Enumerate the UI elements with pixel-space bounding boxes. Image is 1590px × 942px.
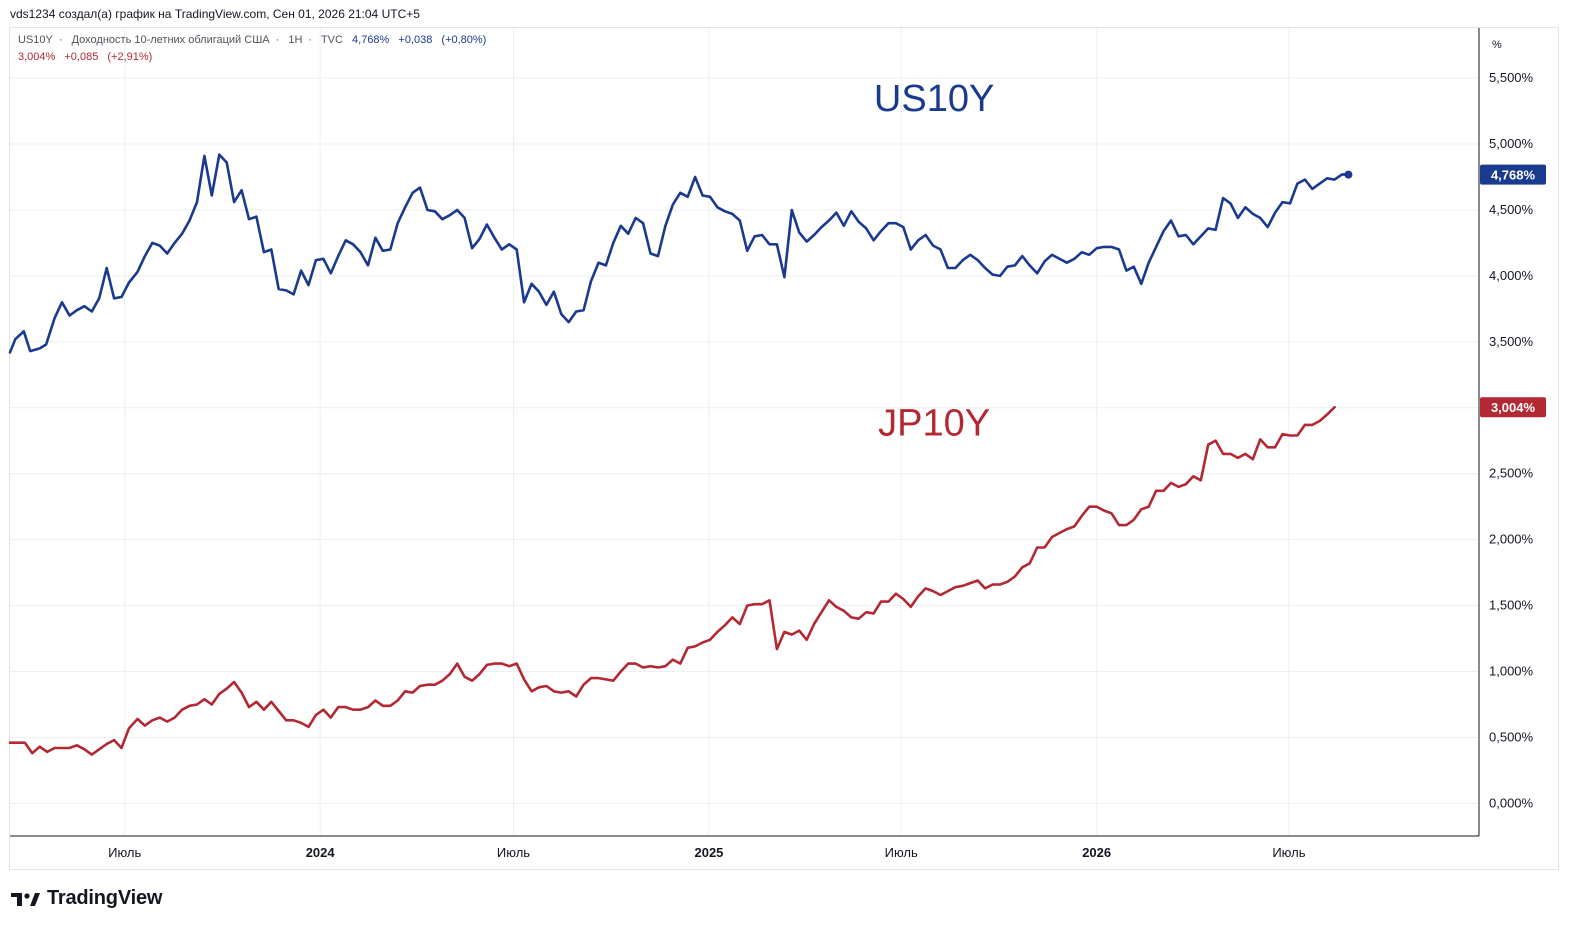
y-tick-label: 0,500% [1489, 729, 1534, 744]
y-tick-label: 1,000% [1489, 663, 1534, 678]
grid [10, 28, 1478, 835]
series-line-jp10y[interactable] [8, 405, 1336, 756]
legend-jp-change-pct: (+2,91%) [107, 51, 153, 63]
legend-us-change: +0,038 [398, 34, 433, 46]
y-tick-label: 4,500% [1489, 202, 1534, 217]
legend-jp10y[interactable]: 3,004% +0,085 (+2,91%) [18, 51, 158, 63]
y-tick-label: 4,000% [1489, 268, 1534, 283]
legend-jp-value: 3,004% [18, 51, 56, 63]
y-tick-label: 1,500% [1489, 598, 1534, 613]
tradingview-logo-icon [11, 892, 40, 906]
legend-us-change-pct: (+0,80%) [441, 34, 487, 46]
time-axis[interactable]: Июль 2024 Июль 2025 Июль 2026 Июль [108, 845, 1306, 860]
series-group [8, 153, 1353, 756]
y-tick-label: 5,000% [1489, 136, 1534, 151]
chart-frame[interactable] [9, 27, 1559, 870]
x-tick-label: Июль [108, 845, 141, 860]
legend-us-description: Доходность 10-летних облигаций США [71, 34, 270, 46]
y-tick-label: 3,500% [1489, 334, 1534, 349]
x-tick-label: 2026 [1082, 845, 1111, 860]
price-unit-label: % [1492, 39, 1502, 51]
series-line-us10y[interactable] [8, 153, 1350, 354]
annotation-us10y: US10Y [874, 78, 994, 120]
x-tick-label: Июль [1272, 845, 1305, 860]
legend-us-exchange: TVC [320, 34, 343, 46]
tradingview-logo-text: TradingView [47, 887, 163, 909]
x-tick-label: 2025 [694, 845, 723, 860]
legend-us-separator-3: · [308, 34, 313, 46]
legend-us-value: 4,768% [352, 34, 390, 46]
legend-us-separator-2: · [275, 34, 280, 46]
x-tick-label: Июль [885, 845, 918, 860]
legend-us-separator: · [58, 34, 63, 46]
legend-jp-change: +0,085 [64, 51, 99, 63]
last-value-text-us10y: 4,768% [1491, 168, 1536, 183]
y-tick-label: 5,500% [1489, 70, 1534, 85]
last-value-badge-jp10y [1480, 397, 1546, 418]
legend-us-interval: 1H [288, 34, 303, 46]
last-value-text-jp10y: 3,004% [1491, 400, 1536, 415]
last-value-badge-us10y [1480, 164, 1546, 185]
annotation-jp10y: JP10Y [878, 402, 990, 444]
y-tick-label: 2,000% [1489, 532, 1534, 547]
attribution-text: vds1234 создал(а) график на TradingView.… [10, 7, 420, 21]
legend-us-symbol: US10Y [18, 34, 53, 46]
annotations: US10Y JP10Y [874, 78, 994, 444]
tradingview-logo[interactable]: TradingView [11, 887, 162, 910]
x-tick-label: 2024 [306, 845, 336, 860]
last-point-marker-us10y [1344, 170, 1353, 179]
last-value-labels: 4,768% 3,004% [1480, 164, 1546, 418]
y-tick-label: 0,000% [1489, 795, 1534, 810]
legend-us10y[interactable]: US10Y · Доходность 10-летних облигаций СШ… [18, 34, 492, 46]
x-tick-label: Июль [497, 845, 530, 860]
y-tick-label: 2,500% [1489, 466, 1534, 481]
